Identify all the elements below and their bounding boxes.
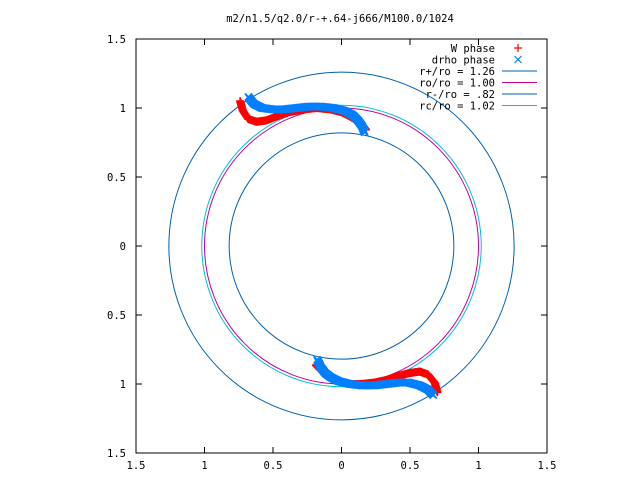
legend-label: drho phase <box>432 55 495 67</box>
data-point <box>313 355 322 364</box>
x-tick-label: 1 <box>475 460 481 472</box>
series-w-phase <box>236 97 442 397</box>
legend-label: r-/ro = .82 <box>425 89 495 101</box>
radius-circle-4 <box>201 104 482 388</box>
x-tick-labels: 1.5 1 0.5 0 0.5 1 1.5 <box>127 460 557 472</box>
y-tick-label: 1 <box>120 103 126 115</box>
radius-circle-1 <box>168 71 515 421</box>
x-tick-label: 0.5 <box>264 460 283 472</box>
x-tick-label: 1.5 <box>127 460 146 472</box>
radius-circle-2 <box>204 107 479 385</box>
legend-label: ro/ro = 1.00 <box>419 78 495 90</box>
legend-label: rc/ro = 1.02 <box>419 101 495 113</box>
y-tick-label: 1 <box>120 379 126 391</box>
x-tick-label: 1 <box>201 460 207 472</box>
legend-marker <box>514 44 522 52</box>
x-tick-label: 0 <box>338 460 344 472</box>
axis-ticks <box>135 38 548 454</box>
data-point <box>360 128 369 137</box>
y-tick-label: 0 <box>120 241 126 253</box>
y-tick-label: 1.5 <box>107 448 126 460</box>
series-drho-phase <box>244 92 438 400</box>
legend-label: W phase <box>451 43 495 55</box>
y-tick-label: 1.5 <box>107 34 126 46</box>
x-tick-label: 0.5 <box>401 460 420 472</box>
y-tick-label: 0.5 <box>107 172 126 184</box>
x-tick-label: 1.5 <box>538 460 557 472</box>
legend-marker <box>514 55 522 64</box>
radius-circle-3 <box>228 132 455 360</box>
radius-circles <box>168 71 515 421</box>
chart-title: m2/n1.5/q2.0/r-+.64-j666/M100.0/1024 <box>226 13 454 25</box>
y-tick-label: 0.5 <box>107 310 126 322</box>
phase-points <box>236 92 442 400</box>
y-tick-labels: 1.5 1 0.5 0 0.5 1 1.5 <box>107 34 126 460</box>
legend-label: r+/ro = 1.26 <box>419 66 495 78</box>
